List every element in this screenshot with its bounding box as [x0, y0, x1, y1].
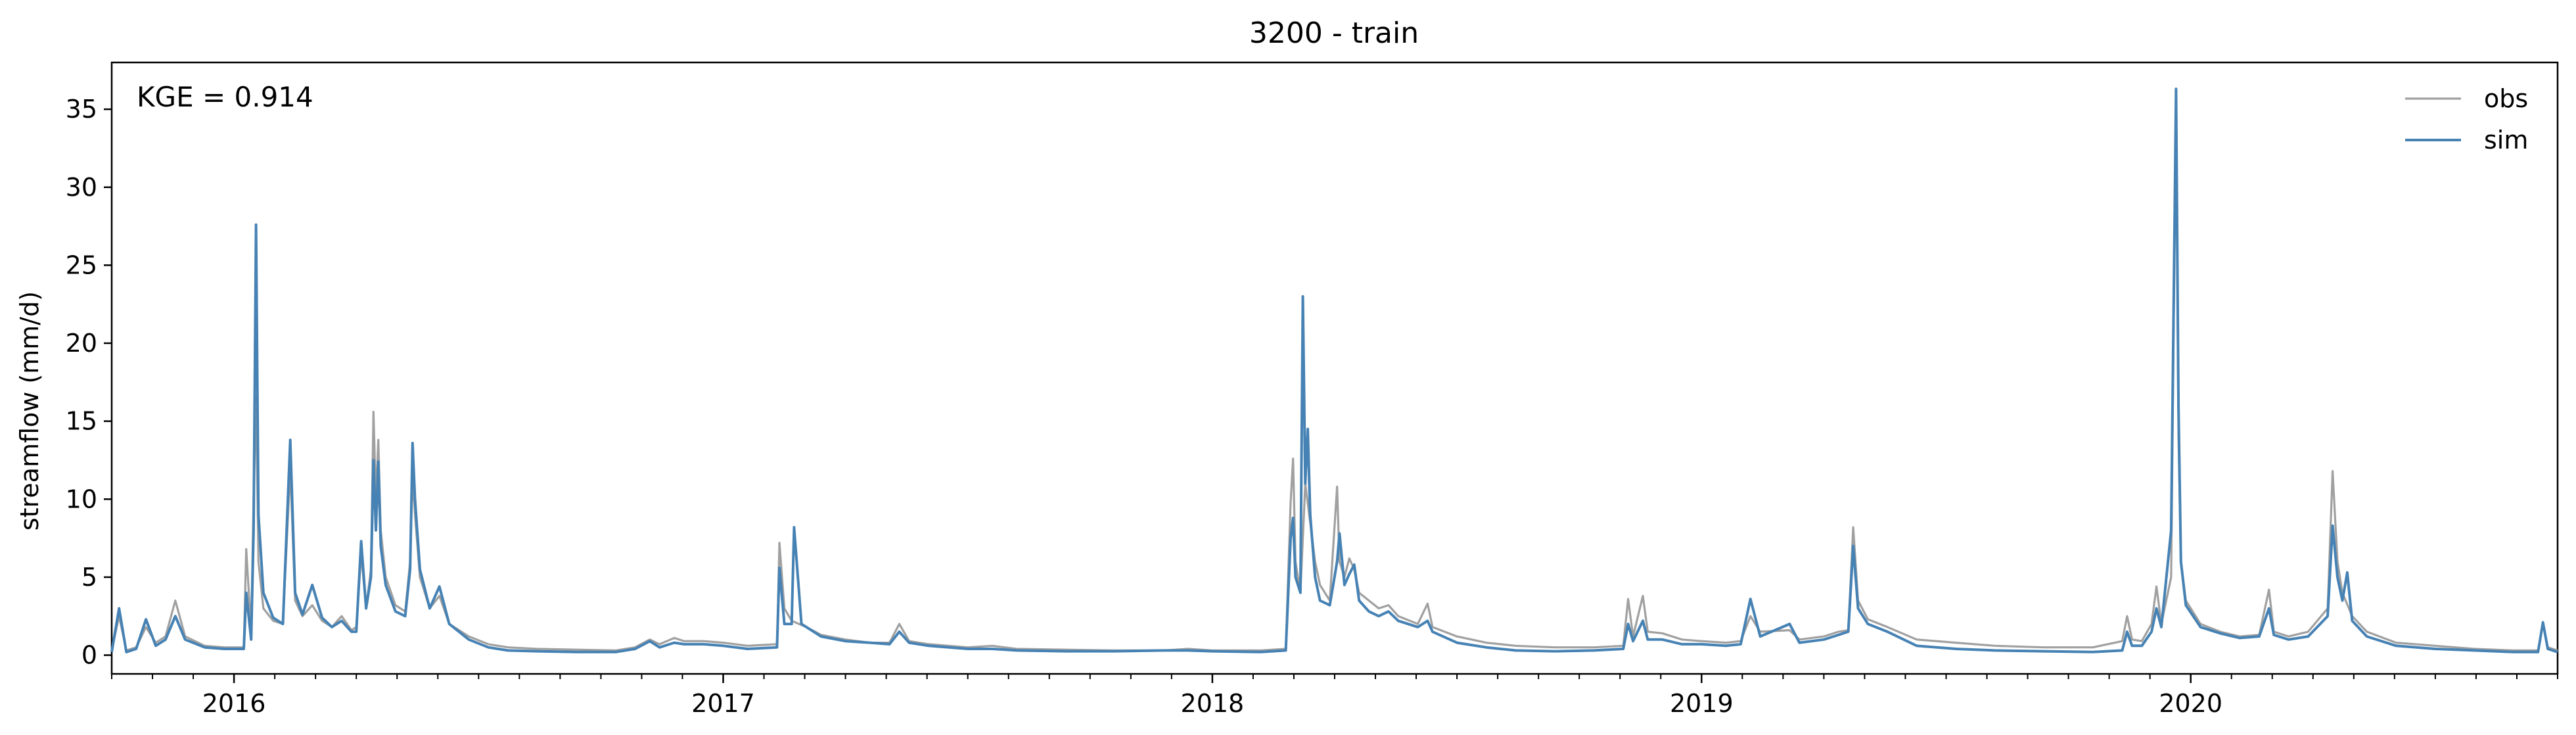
- kge-annotation: KGE = 0.914: [137, 81, 313, 113]
- x-tick-label: 2018: [1181, 689, 1245, 718]
- x-tick-label: 2016: [202, 689, 266, 718]
- y-tick-label: 15: [66, 407, 97, 436]
- legend: obs sim: [2405, 84, 2528, 154]
- y-tick-label: 20: [66, 329, 97, 358]
- legend-label-obs: obs: [2484, 84, 2528, 113]
- x-tick-label: 2019: [1670, 689, 1734, 718]
- y-tick-label: 0: [81, 641, 97, 670]
- y-tick-label: 30: [66, 173, 97, 202]
- legend-label-sim: sim: [2484, 126, 2528, 154]
- y-axis: 0 5 10 15 20 25 30 35: [66, 95, 112, 670]
- x-tick-label: 2020: [2159, 689, 2222, 718]
- x-axis: 2016 2017 2018 2019 2020: [111, 674, 2558, 718]
- series-line-sim: [110, 87, 2558, 653]
- y-tick-label: 5: [81, 563, 97, 592]
- chart-title: 3200 - train: [1249, 16, 1419, 50]
- y-axis-label: streamflow (mm/d): [15, 291, 44, 531]
- y-tick-label: 35: [66, 95, 97, 124]
- series-group: [110, 87, 2558, 653]
- x-tick-label: 2017: [691, 689, 755, 718]
- y-tick-label: 10: [66, 485, 97, 513]
- y-tick-label: 25: [66, 250, 97, 279]
